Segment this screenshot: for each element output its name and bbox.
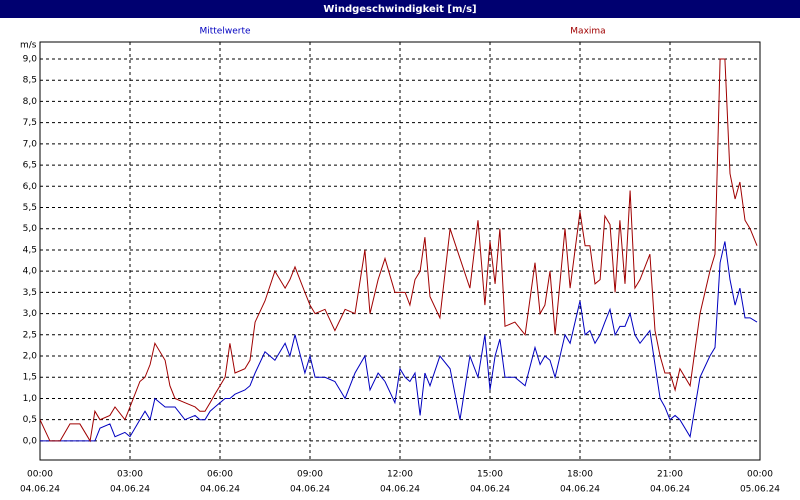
y-tick-label: 6,5 xyxy=(23,161,37,171)
plot-border xyxy=(39,41,761,461)
x-tick-date: 04.06.24 xyxy=(290,485,330,495)
legend-entry: Mittelwerte xyxy=(199,27,250,37)
title-bar xyxy=(0,0,800,18)
y-tick-label: 3,0 xyxy=(23,309,38,319)
x-tick-label: 21:00 xyxy=(657,470,683,480)
y-tick-label: 8,5 xyxy=(23,76,37,86)
x-tick-date: 04.06.24 xyxy=(470,485,510,495)
y-tick-label: 0,5 xyxy=(23,415,37,425)
y-tick-label: 4,5 xyxy=(23,245,37,255)
y-tick-label: 9,0 xyxy=(23,54,38,64)
x-tick-label: 09:00 xyxy=(297,470,323,480)
x-tick-label: 15:00 xyxy=(477,470,503,480)
x-tick-label: 06:00 xyxy=(207,470,233,480)
y-unit: m/s xyxy=(20,41,37,51)
data-line xyxy=(39,58,758,443)
x-tick-date: 04.06.24 xyxy=(110,485,150,495)
y-tick-label: 8,0 xyxy=(23,97,38,107)
chart-title: Windgeschwindigkeit [m/s] xyxy=(323,4,476,15)
legend-entry: Maxima xyxy=(570,27,605,37)
y-tick-label: 5,0 xyxy=(23,224,38,234)
y-tick-label: 5,5 xyxy=(23,203,37,213)
x-tick-date: 04.06.24 xyxy=(560,485,600,495)
x-tick-label: 18:00 xyxy=(567,470,593,480)
y-tick-label: 0,0 xyxy=(23,436,38,446)
y-tick-label: 7,5 xyxy=(23,118,37,128)
y-tick-label: 2,0 xyxy=(23,352,38,362)
x-tick-date: 04.06.24 xyxy=(380,485,420,495)
x-tick-label: 00:00 xyxy=(747,470,773,480)
x-tick-date: 04.06.24 xyxy=(20,485,60,495)
y-tick-label: 3,5 xyxy=(23,288,37,298)
y-tick-label: 6,0 xyxy=(23,182,38,192)
x-tick-date: 05.06.24 xyxy=(740,485,780,495)
y-tick-label: 4,0 xyxy=(23,267,38,277)
x-tick-label: 03:00 xyxy=(117,470,143,480)
x-tick-date: 04.06.24 xyxy=(200,485,240,495)
y-tick-label: 1,5 xyxy=(23,373,37,383)
x-tick-date: 04.06.24 xyxy=(650,485,690,495)
x-tick-label: 12:00 xyxy=(387,470,413,480)
y-tick-label: 1,0 xyxy=(23,394,38,404)
x-tick-label: 00:00 xyxy=(27,470,53,480)
y-tick-label: 7,0 xyxy=(23,139,38,149)
data-line xyxy=(40,241,758,442)
y-tick-label: 2,5 xyxy=(23,330,37,340)
